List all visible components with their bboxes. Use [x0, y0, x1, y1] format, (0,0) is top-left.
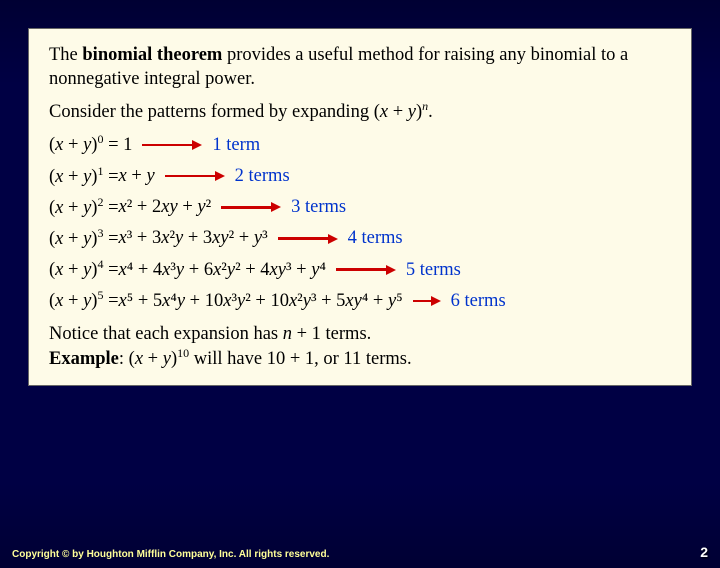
- lhs-expression: (x + y)3 =: [49, 226, 119, 251]
- term-count-label: 4 terms: [348, 226, 403, 250]
- expansion-row: (x + y)0 = 1 1 term: [49, 132, 671, 157]
- notice-paragraph: Notice that each expansion has n + 1 ter…: [49, 322, 671, 371]
- copyright-text: Copyright © by Houghton Mifflin Company,…: [12, 549, 329, 560]
- rhs-expression: x³ + 3x²y + 3xy² + y³: [119, 226, 268, 250]
- expansion-row: (x + y)1 = x + y 2 terms: [49, 164, 671, 189]
- expansion-row: (x + y)2 = x² + 2xy + y² 3 terms: [49, 195, 671, 220]
- lhs-expression: (x + y)4 =: [49, 257, 119, 282]
- lhs-expression: (x + y)2 =: [49, 195, 119, 220]
- lhs-expression: (x + y)0 = 1: [49, 132, 132, 157]
- rhs-expression: x² + 2xy + y²: [119, 195, 212, 219]
- lhs-expression: (x + y)1 =: [49, 164, 119, 189]
- expansion-rows: (x + y)0 = 1 1 term (x + y)1 = x + y 2 term…: [49, 132, 671, 313]
- expansion-row: (x + y)4 = x⁴ + 4x³y + 6x²y² + 4xy³ + y⁴…: [49, 257, 671, 282]
- term-count-label: 2 terms: [235, 164, 290, 188]
- intro-paragraph: The binomial theorem provides a useful m…: [49, 43, 671, 91]
- example-label: Example: [49, 349, 119, 369]
- arrow-icon: [413, 296, 441, 306]
- rhs-expression: x⁴ + 4x³y + 6x²y² + 4xy³ + y⁴: [119, 258, 326, 282]
- term-count-label: 6 terms: [451, 289, 506, 313]
- rhs-expression: x + y: [119, 164, 155, 188]
- arrow-icon: [165, 171, 225, 181]
- intro-pre: The: [49, 45, 82, 65]
- term-count-label: 5 terms: [406, 258, 461, 282]
- consider-line: Consider the patterns formed by expandin…: [49, 99, 671, 124]
- term-count-label: 1 term: [212, 133, 260, 157]
- arrow-icon: [336, 265, 396, 275]
- rhs-expression: x⁵ + 5x⁴y + 10x³y² + 10x²y³ + 5xy⁴ + y⁵: [119, 289, 403, 313]
- page-number: 2: [700, 544, 708, 560]
- term-count-label: 3 terms: [291, 195, 346, 219]
- arrow-icon: [142, 140, 202, 150]
- intro-bold: binomial theorem: [82, 45, 222, 65]
- slide-content: The binomial theorem provides a useful m…: [28, 28, 692, 386]
- arrow-icon: [278, 234, 338, 244]
- expansion-row: (x + y)5 = x⁵ + 5x⁴y + 10x³y² + 10x²y³ +…: [49, 288, 671, 313]
- lhs-expression: (x + y)5 =: [49, 288, 119, 313]
- expansion-row: (x + y)3 = x³ + 3x²y + 3xy² + y³ 4 terms: [49, 226, 671, 251]
- arrow-icon: [221, 202, 281, 212]
- slide-footer: Copyright © by Houghton Mifflin Company,…: [12, 544, 708, 560]
